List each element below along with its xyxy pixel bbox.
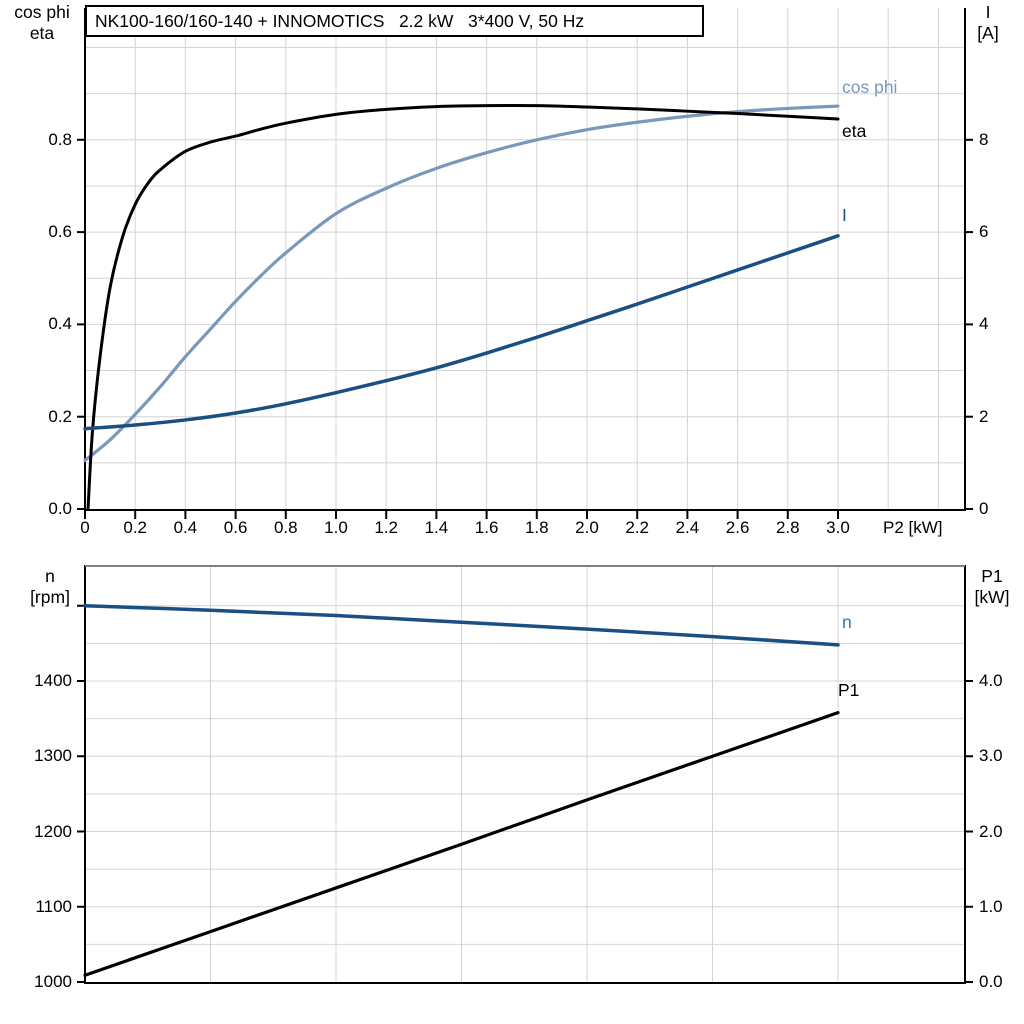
bottom-right-tick-label: 4.0	[979, 671, 1003, 690]
bottom-left-tick-label: 1300	[34, 746, 72, 766]
current-unit-title: [A]	[977, 23, 999, 43]
speed-axis-title: n	[45, 566, 55, 586]
bottom-left-axis-title: n [rpm]	[10, 566, 90, 608]
speed-curve-label: n	[842, 612, 852, 632]
top-left-tick-label: 0.8	[48, 129, 72, 149]
bottom-right-tick-label: 0.0	[979, 972, 1003, 991]
top-x-tick-label: 1.4	[424, 518, 449, 537]
speed-unit-title: [rpm]	[30, 587, 70, 607]
top-x-tick-label: 2.0	[575, 518, 599, 537]
p1-curve	[83, 711, 840, 977]
top-right-tick-label: 0	[979, 499, 989, 518]
top-x-tick-label: 0.8	[273, 518, 298, 537]
eta-curve	[86, 104, 840, 511]
bottom-left-tick-label: 1000	[34, 972, 72, 991]
top-x-tick-label: 1.2	[374, 518, 398, 537]
top-right-axis-title: I [A]	[958, 2, 1018, 44]
top-left-tick-label: 0.2	[48, 406, 72, 426]
chart-title-box: NK100-160/160-140 + INNOMOTICS 2.2 kW 3*…	[85, 5, 704, 37]
bottom-left-tick-label: 1200	[34, 821, 72, 841]
top-x-tick-label: 0.4	[173, 518, 198, 537]
cos-phi-curve	[83, 104, 840, 463]
bottom-left-tick-label: 1100	[35, 896, 72, 916]
cos-phi-axis-title: cos phi	[14, 2, 70, 22]
top-x-tick-label: 0.2	[123, 518, 147, 537]
top-x-tick-label: 2.6	[725, 518, 750, 537]
bottom-right-tick-label: 2.0	[979, 821, 1003, 841]
top-x-tick-label: 3.0	[826, 518, 850, 537]
top-right-tick-label: 2	[979, 406, 989, 426]
cos-phi-curve-label: cos phi	[842, 77, 898, 97]
eta-axis-title: eta	[29, 23, 55, 43]
bottom-left-tick-label: 1400	[34, 671, 72, 690]
current-axis-title: I	[985, 2, 991, 22]
top-left-tick-label: 0.6	[48, 222, 72, 242]
bottom-right-tick-label: 3.0	[979, 746, 1003, 766]
top-x-tick-label: 2.2	[625, 518, 649, 537]
top-right-tick-label: 4	[979, 314, 989, 334]
x-axis-title: P2 [kW]	[883, 518, 943, 537]
top-right-tick-label: 8	[979, 129, 989, 149]
top-x-tick-label: 2.4	[675, 518, 700, 537]
current-curve-label: I	[842, 205, 847, 225]
p1-axis-title: P1	[981, 566, 1003, 586]
top-left-tick-label: 0.0	[48, 499, 72, 518]
top-right-tick-label: 6	[979, 222, 989, 242]
p1-curve-label: P1	[838, 680, 860, 700]
top-x-tick-label: 1.8	[524, 518, 549, 537]
current-curve	[83, 234, 840, 431]
top-x-tick-label: 0	[80, 518, 90, 537]
bottom-right-tick-label: 1.0	[979, 896, 1003, 916]
speed-curve	[83, 604, 840, 647]
p1-unit-title: [kW]	[974, 587, 1010, 607]
bottom-right-axis-title: P1 [kW]	[962, 566, 1022, 608]
top-left-axis-title: cos phi eta	[2, 2, 82, 44]
top-x-tick-label: 1.0	[324, 518, 348, 537]
top-x-tick-label: 0.6	[223, 518, 248, 537]
eta-curve-label: eta	[842, 121, 867, 141]
top-x-tick-label: 2.8	[775, 518, 800, 537]
top-left-tick-label: 0.4	[48, 314, 72, 334]
top-x-tick-label: 1.6	[474, 518, 499, 537]
